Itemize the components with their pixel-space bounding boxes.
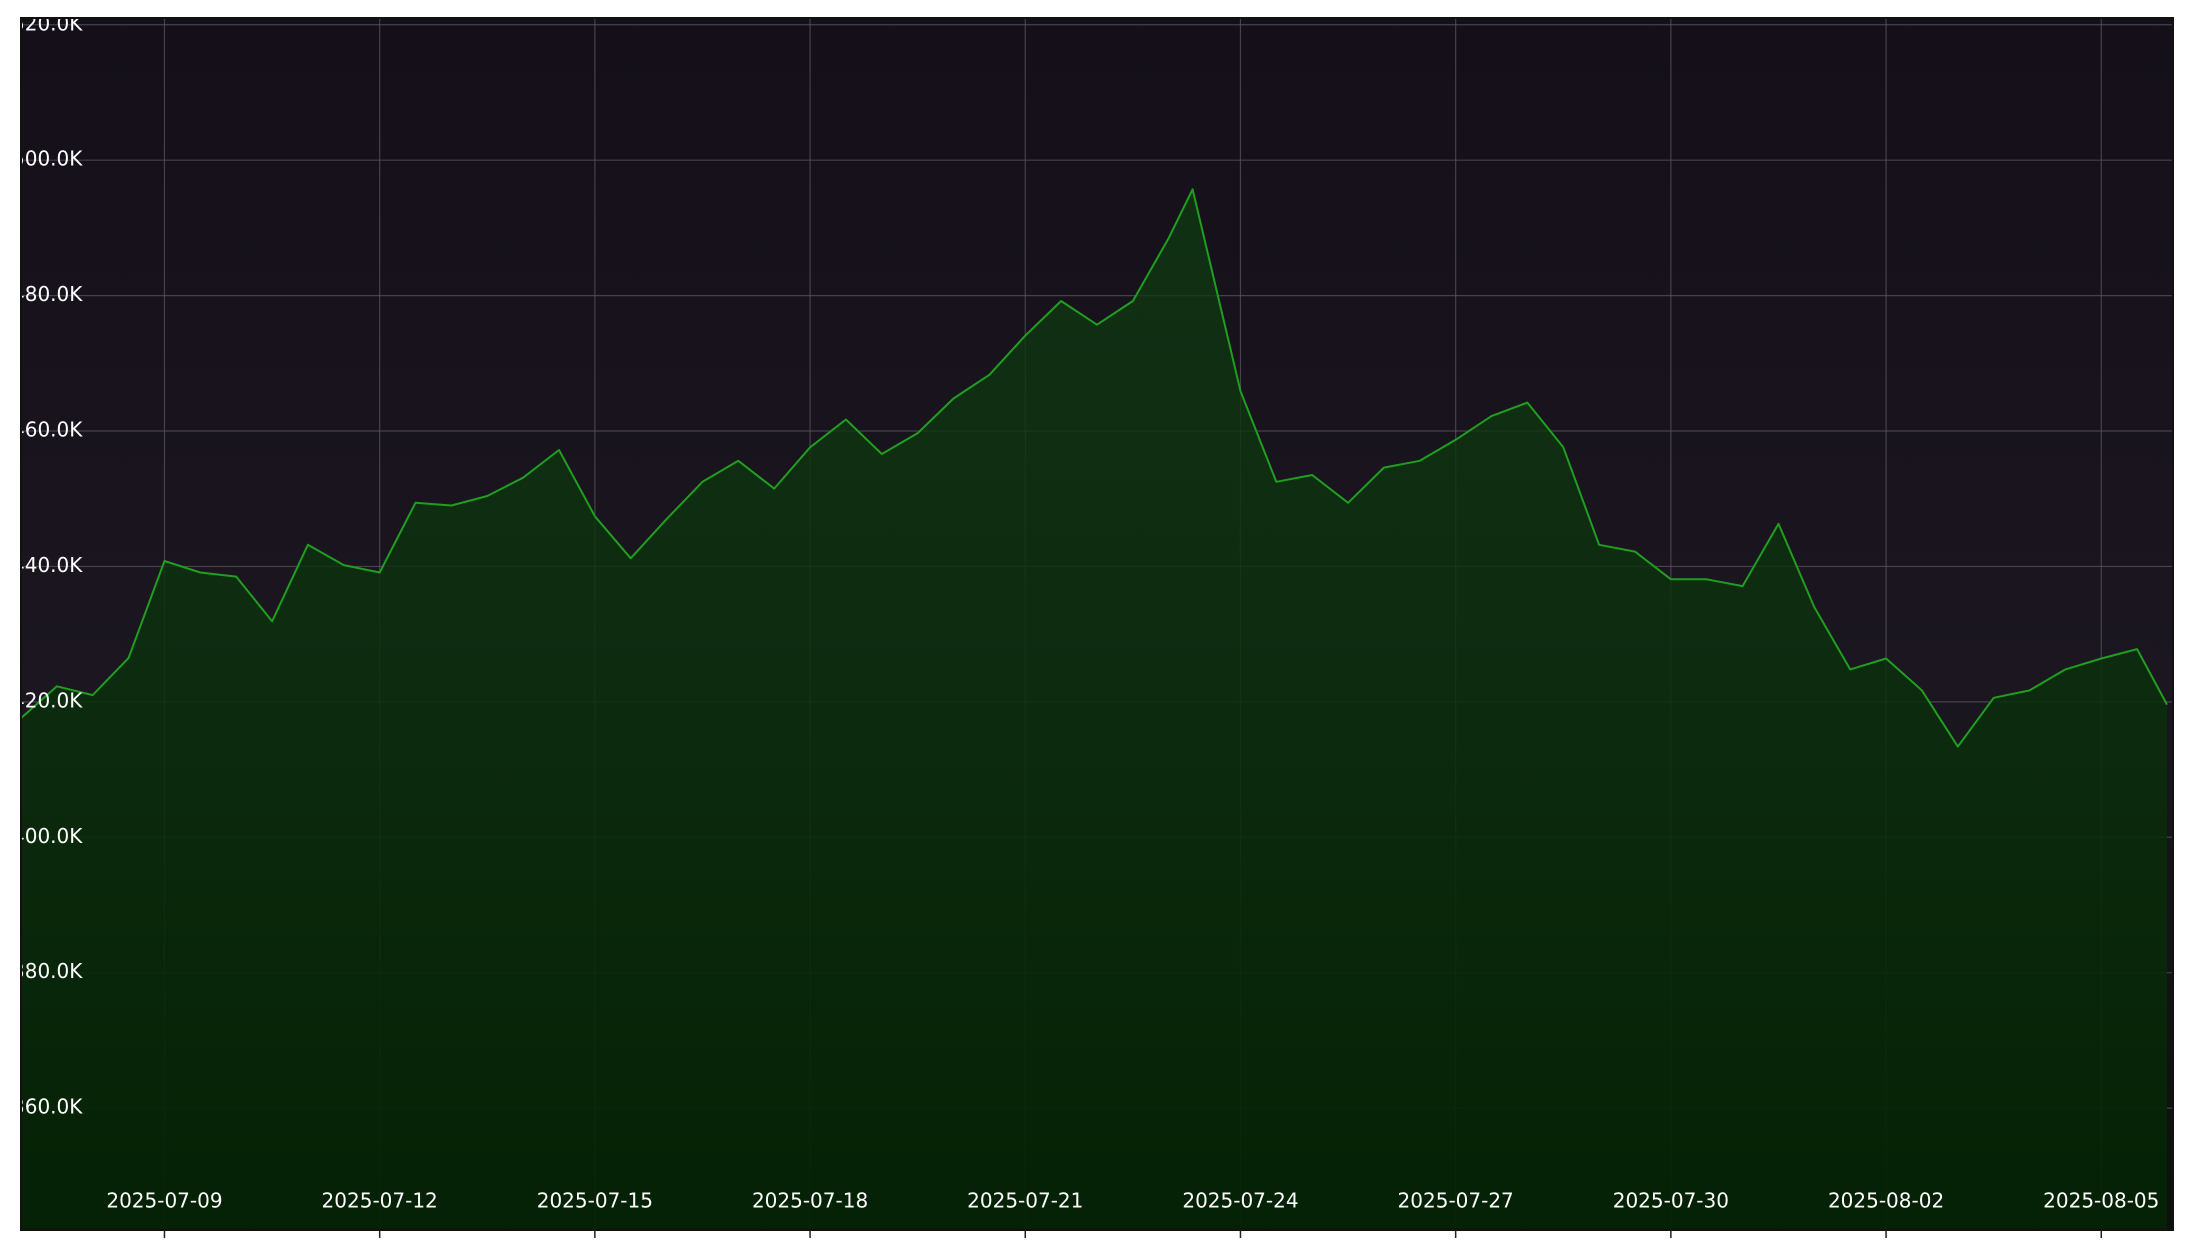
x-tick-label: 2025-07-24: [1182, 1189, 1298, 1213]
x-tick-label: 2025-07-21: [967, 1189, 1083, 1213]
x-tick-label: 2025-07-12: [322, 1189, 438, 1213]
y-tick-label: 440.0K: [12, 553, 83, 577]
x-tick-label: 2025-08-05: [2043, 1189, 2159, 1213]
y-tick-label: 380.0K: [12, 959, 83, 983]
y-tick-label: 480.0K: [12, 282, 83, 306]
x-tick-label: 2025-07-27: [1398, 1189, 1514, 1213]
area-fill: [21, 189, 2168, 1230]
y-tick-label: 420.0K: [12, 688, 83, 712]
x-tick-label: 2025-07-30: [1613, 1189, 1729, 1213]
y-tick-label: 500.0K: [12, 147, 83, 171]
x-tick-label: 2025-07-18: [752, 1189, 868, 1213]
y-tick-label: 360.0K: [12, 1095, 83, 1119]
line: [21, 188, 2168, 748]
y-tick-label: 460.0K: [12, 418, 83, 442]
x-tick-label: 2025-07-15: [537, 1189, 653, 1213]
plot-area: 360.0K 380.0K 400.0K 420.0K 440.0K 460.0K 480.…: [12, 11, 2173, 1230]
x-tick-label: 2025-08-02: [1828, 1189, 1944, 1213]
y-tick-label: 520.0K: [12, 11, 83, 35]
plot-frame: [20, 17, 2174, 1231]
x-tick-label: 2025-07-09: [106, 1189, 222, 1213]
y-tick-label: 400.0K: [12, 824, 83, 848]
